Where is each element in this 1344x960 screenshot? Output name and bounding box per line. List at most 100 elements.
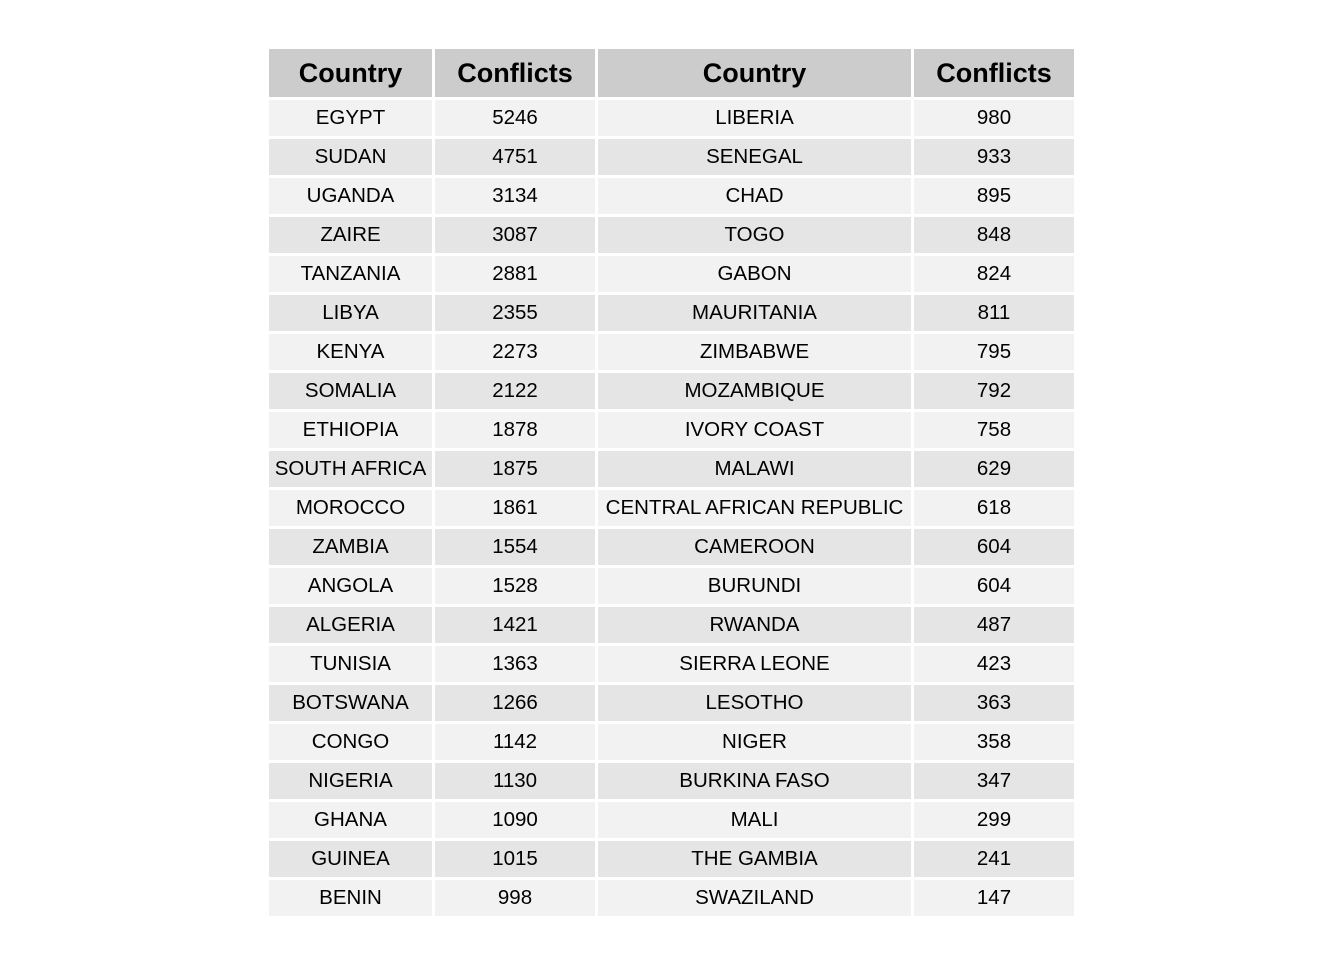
cell-conflicts-right: 604 [914, 529, 1074, 565]
cell-country-right: CENTRAL AFRICAN REPUBLIC [598, 490, 911, 526]
cell-conflicts-left: 3087 [435, 217, 595, 253]
cell-country-right: LIBERIA [598, 100, 911, 136]
cell-country-right: CAMEROON [598, 529, 911, 565]
table-row: ZAIRE 3087 TOGO 848 [269, 217, 1074, 253]
table-row: SOMALIA 2122 MOZAMBIQUE 792 [269, 373, 1074, 409]
table-row: ETHIOPIA 1878 IVORY COAST 758 [269, 412, 1074, 448]
cell-conflicts-left: 998 [435, 880, 595, 916]
cell-conflicts-left: 1554 [435, 529, 595, 565]
cell-conflicts-right: 795 [914, 334, 1074, 370]
table-row: KENYA 2273 ZIMBABWE 795 [269, 334, 1074, 370]
cell-country-right: NIGER [598, 724, 911, 760]
table-row: ANGOLA 1528 BURUNDI 604 [269, 568, 1074, 604]
table-row: BENIN 998 SWAZILAND 147 [269, 880, 1074, 916]
cell-country-right: SENEGAL [598, 139, 911, 175]
cell-conflicts-right: 604 [914, 568, 1074, 604]
cell-country-left: ANGOLA [269, 568, 432, 604]
cell-country-right: IVORY COAST [598, 412, 911, 448]
cell-country-right: MOZAMBIQUE [598, 373, 911, 409]
cell-conflicts-left: 5246 [435, 100, 595, 136]
cell-country-right: SIERRA LEONE [598, 646, 911, 682]
cell-country-left: SOUTH AFRICA [269, 451, 432, 487]
cell-country-right: TOGO [598, 217, 911, 253]
cell-conflicts-left: 3134 [435, 178, 595, 214]
cell-conflicts-left: 1875 [435, 451, 595, 487]
cell-conflicts-left: 2355 [435, 295, 595, 331]
cell-conflicts-right: 347 [914, 763, 1074, 799]
cell-country-right: BURUNDI [598, 568, 911, 604]
header-conflicts-left: Conflicts [435, 49, 595, 97]
cell-conflicts-right: 358 [914, 724, 1074, 760]
table-row: TUNISIA 1363 SIERRA LEONE 423 [269, 646, 1074, 682]
cell-conflicts-right: 629 [914, 451, 1074, 487]
cell-conflicts-right: 299 [914, 802, 1074, 838]
cell-country-right: SWAZILAND [598, 880, 911, 916]
header-country-right: Country [598, 49, 911, 97]
table-row: CONGO 1142 NIGER 358 [269, 724, 1074, 760]
cell-conflicts-left: 1861 [435, 490, 595, 526]
cell-conflicts-right: 618 [914, 490, 1074, 526]
cell-country-left: BENIN [269, 880, 432, 916]
table-row: MOROCCO 1861 CENTRAL AFRICAN REPUBLIC 618 [269, 490, 1074, 526]
cell-conflicts-left: 1266 [435, 685, 595, 721]
cell-conflicts-right: 980 [914, 100, 1074, 136]
cell-conflicts-left: 1090 [435, 802, 595, 838]
table-row: ALGERIA 1421 RWANDA 487 [269, 607, 1074, 643]
cell-country-right: MAURITANIA [598, 295, 911, 331]
table-row: ZAMBIA 1554 CAMEROON 604 [269, 529, 1074, 565]
cell-conflicts-right: 147 [914, 880, 1074, 916]
table-row: LIBYA 2355 MAURITANIA 811 [269, 295, 1074, 331]
cell-conflicts-right: 487 [914, 607, 1074, 643]
cell-conflicts-left: 1130 [435, 763, 595, 799]
cell-conflicts-left: 2122 [435, 373, 595, 409]
cell-conflicts-right: 895 [914, 178, 1074, 214]
cell-country-right: THE GAMBIA [598, 841, 911, 877]
cell-country-left: CONGO [269, 724, 432, 760]
cell-conflicts-right: 758 [914, 412, 1074, 448]
cell-country-left: UGANDA [269, 178, 432, 214]
cell-conflicts-left: 1363 [435, 646, 595, 682]
cell-conflicts-right: 848 [914, 217, 1074, 253]
table-row: GUINEA 1015 THE GAMBIA 241 [269, 841, 1074, 877]
table-row: SOUTH AFRICA 1875 MALAWI 629 [269, 451, 1074, 487]
cell-country-right: MALAWI [598, 451, 911, 487]
header-country-left: Country [269, 49, 432, 97]
cell-conflicts-right: 792 [914, 373, 1074, 409]
cell-country-left: NIGERIA [269, 763, 432, 799]
cell-conflicts-right: 811 [914, 295, 1074, 331]
cell-country-left: EGYPT [269, 100, 432, 136]
cell-country-left: SOMALIA [269, 373, 432, 409]
cell-conflicts-left: 1015 [435, 841, 595, 877]
cell-conflicts-right: 933 [914, 139, 1074, 175]
cell-conflicts-right: 824 [914, 256, 1074, 292]
table-row: SUDAN 4751 SENEGAL 933 [269, 139, 1074, 175]
cell-conflicts-left: 1528 [435, 568, 595, 604]
cell-country-left: ETHIOPIA [269, 412, 432, 448]
cell-conflicts-left: 2273 [435, 334, 595, 370]
cell-conflicts-right: 363 [914, 685, 1074, 721]
table-row: EGYPT 5246 LIBERIA 980 [269, 100, 1074, 136]
cell-country-left: LIBYA [269, 295, 432, 331]
cell-conflicts-right: 241 [914, 841, 1074, 877]
cell-country-right: CHAD [598, 178, 911, 214]
cell-country-right: LESOTHO [598, 685, 911, 721]
cell-country-left: KENYA [269, 334, 432, 370]
cell-country-left: ZAMBIA [269, 529, 432, 565]
cell-country-left: MOROCCO [269, 490, 432, 526]
cell-country-left: BOTSWANA [269, 685, 432, 721]
table-row: BOTSWANA 1266 LESOTHO 363 [269, 685, 1074, 721]
table-row: UGANDA 3134 CHAD 895 [269, 178, 1074, 214]
cell-country-right: RWANDA [598, 607, 911, 643]
cell-conflicts-left: 4751 [435, 139, 595, 175]
cell-country-left: TANZANIA [269, 256, 432, 292]
cell-conflicts-left: 2881 [435, 256, 595, 292]
conflicts-table: Country Conflicts Country Conflicts EGYP… [266, 46, 1077, 919]
cell-country-right: BURKINA FASO [598, 763, 911, 799]
cell-conflicts-left: 1878 [435, 412, 595, 448]
cell-conflicts-left: 1142 [435, 724, 595, 760]
cell-country-right: ZIMBABWE [598, 334, 911, 370]
header-row: Country Conflicts Country Conflicts [269, 49, 1074, 97]
cell-country-right: MALI [598, 802, 911, 838]
table-row: NIGERIA 1130 BURKINA FASO 347 [269, 763, 1074, 799]
cell-country-right: GABON [598, 256, 911, 292]
